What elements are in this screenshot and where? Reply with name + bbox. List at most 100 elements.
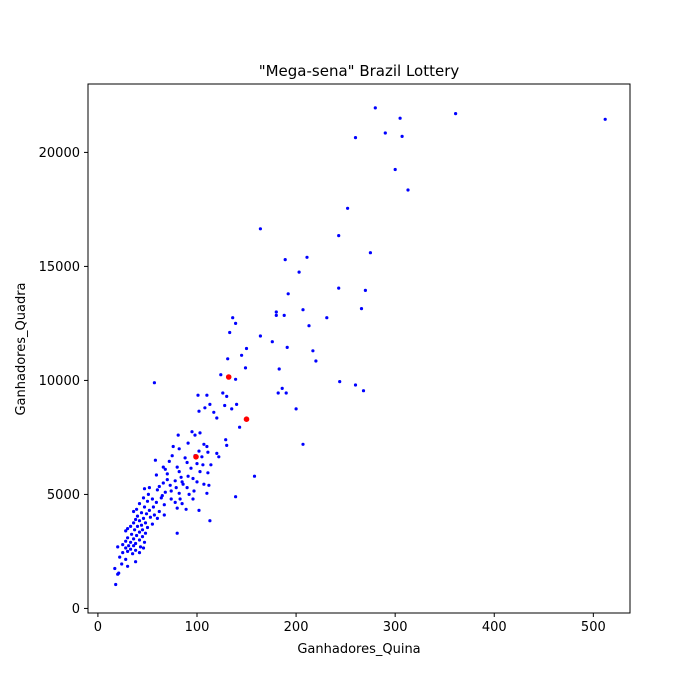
data-point-183 — [132, 544, 136, 548]
data-point-171 — [130, 532, 134, 536]
data-point-34 — [240, 353, 244, 357]
y-tick-label-15000: 15000 — [39, 260, 80, 275]
data-point-108 — [168, 483, 172, 487]
data-point-3 — [398, 116, 402, 120]
data-point-69 — [202, 442, 206, 446]
data-point-122 — [187, 492, 191, 496]
data-point-182 — [127, 544, 131, 548]
data-point-57 — [212, 410, 216, 414]
data-point-196 — [134, 560, 138, 564]
data-point-173 — [140, 535, 145, 539]
data-point-18 — [286, 292, 290, 296]
data-point-100 — [191, 476, 195, 481]
data-point-0 — [603, 117, 607, 121]
data-point-10 — [258, 227, 262, 231]
data-point-70 — [205, 444, 209, 449]
data-point-92 — [177, 470, 181, 474]
data-point-194 — [118, 555, 122, 559]
data-point-59 — [197, 409, 201, 413]
data-point-17 — [363, 288, 367, 292]
highlight-point-2 — [193, 454, 199, 460]
data-point-118 — [163, 490, 167, 494]
data-point-41 — [152, 381, 156, 385]
data-point-190 — [126, 549, 130, 554]
data-point-35 — [226, 357, 230, 361]
data-point-63 — [198, 431, 202, 435]
data-point-79 — [200, 455, 204, 459]
data-point-129 — [178, 497, 182, 501]
data-point-187 — [141, 546, 146, 550]
data-point-82 — [153, 458, 157, 462]
data-point-96 — [154, 473, 158, 477]
data-point-151 — [141, 516, 146, 521]
data-point-23 — [282, 313, 286, 317]
data-point-145 — [139, 511, 144, 515]
data-point-110 — [147, 486, 151, 490]
data-point-165 — [133, 528, 137, 532]
data-point-136 — [162, 503, 166, 507]
data-point-138 — [151, 505, 155, 509]
data-point-31 — [244, 346, 249, 351]
y-tick-label-20000: 20000 — [39, 146, 80, 161]
data-point-184 — [138, 545, 143, 549]
data-point-143 — [147, 508, 151, 512]
x-tick-label-400: 400 — [482, 620, 507, 635]
data-point-109 — [207, 483, 211, 487]
data-point-188 — [129, 547, 133, 551]
data-point-2 — [373, 106, 377, 110]
data-point-21 — [274, 310, 278, 314]
data-point-55 — [230, 407, 234, 411]
data-point-123 — [205, 491, 209, 495]
data-point-147 — [144, 512, 149, 516]
data-point-202 — [114, 582, 118, 587]
data-point-106 — [181, 482, 185, 486]
data-point-134 — [180, 502, 184, 506]
data-point-12 — [368, 251, 372, 255]
data-point-54 — [208, 402, 212, 406]
data-point-115 — [155, 488, 159, 492]
x-tick-label-0: 0 — [94, 620, 102, 635]
data-point-47 — [284, 391, 288, 395]
data-point-60 — [215, 416, 219, 420]
data-point-139 — [175, 506, 179, 510]
data-point-11 — [337, 234, 341, 238]
data-point-37 — [243, 366, 248, 370]
data-point-99 — [252, 474, 257, 478]
data-point-131 — [145, 499, 150, 503]
data-point-58 — [294, 407, 298, 411]
data-point-172 — [135, 533, 139, 538]
data-point-127 — [159, 496, 163, 500]
data-point-19 — [359, 307, 364, 311]
data-point-93 — [198, 470, 202, 474]
data-point-169 — [143, 531, 148, 535]
data-point-46 — [276, 391, 280, 395]
data-point-197 — [120, 562, 124, 566]
data-point-32 — [285, 345, 289, 349]
data-point-84 — [185, 460, 189, 465]
data-point-52 — [223, 403, 227, 408]
data-point-72 — [171, 444, 175, 449]
data-point-91 — [163, 467, 167, 471]
y-tick-label-10000: 10000 — [39, 374, 80, 389]
data-point-126 — [150, 497, 154, 501]
data-point-53 — [235, 402, 239, 406]
data-point-56 — [203, 406, 207, 410]
data-point-22 — [274, 313, 278, 317]
data-point-62 — [190, 430, 194, 434]
y-tick-label-5000: 5000 — [47, 488, 80, 503]
data-point-9 — [346, 206, 350, 210]
data-point-150 — [135, 514, 140, 518]
x-axis-label: Ganhadores_Quina — [297, 642, 420, 657]
data-point-157 — [132, 521, 136, 525]
x-tick-label-100: 100 — [185, 620, 210, 635]
data-point-117 — [192, 489, 196, 493]
data-point-119 — [177, 491, 181, 495]
data-point-44 — [280, 386, 284, 390]
data-point-163 — [145, 525, 150, 530]
data-point-83 — [167, 459, 171, 463]
data-point-36 — [314, 359, 318, 363]
data-point-25 — [231, 316, 235, 320]
data-point-186 — [124, 546, 128, 550]
y-axis-label: Ganhadores_Quadra — [14, 282, 29, 415]
